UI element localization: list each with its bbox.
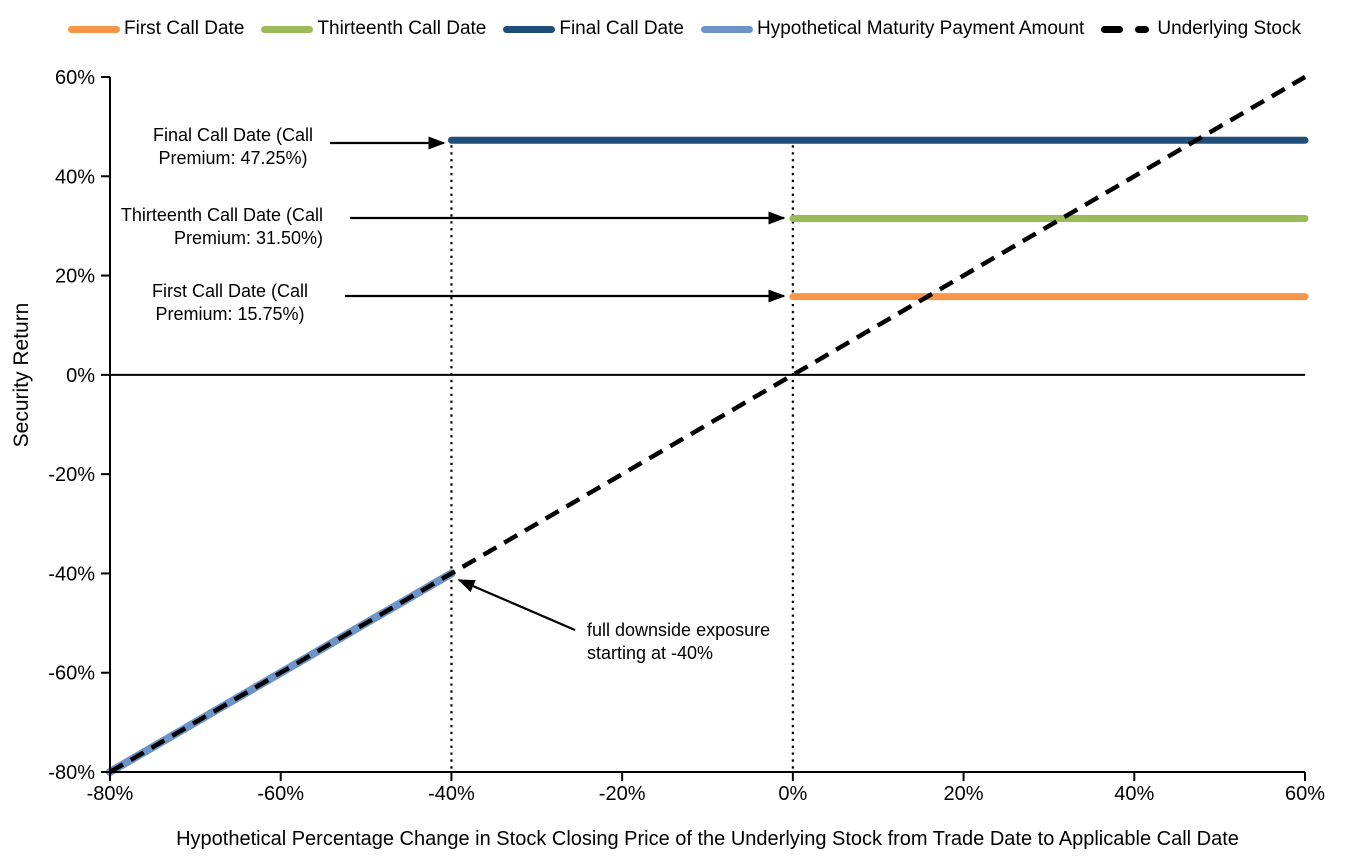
legend-label-hypothetical-maturity-payment-amount: Hypothetical Maturity Payment Amount xyxy=(756,18,1085,39)
first-call-annotation: First Call Date (Call Premium: 15.75%) xyxy=(152,281,786,324)
y-tick-label-40: 40% xyxy=(55,166,95,188)
x-tick-label-0: 0% xyxy=(778,783,807,805)
y-tick-label-60: -60% xyxy=(48,663,95,685)
y-tick-label-20: -20% xyxy=(48,464,95,486)
x-tick-label-40: -40% xyxy=(428,783,475,805)
downside-annotation-text-line-1: full downside exposure xyxy=(587,620,770,640)
downside-annotation-text-line-2: starting at -40% xyxy=(587,643,713,663)
y-axis-title: Security Return xyxy=(10,303,33,448)
legend-swatch-thirteenth-call-date-icon xyxy=(261,25,314,33)
x-tick-label-80: -80% xyxy=(87,783,134,805)
x-tick-label-20: 20% xyxy=(944,783,984,805)
legend-item-thirteenth-call-date: Thirteenth Call Date xyxy=(261,18,486,40)
legend-swatch-underlying-stock-icon xyxy=(1101,25,1153,33)
legend-item-underlying-stock: Underlying Stock xyxy=(1101,18,1301,40)
chart-legend: First Call Date Thirteenth Call Date Final… xyxy=(0,12,1369,46)
x-axis-title: Hypothetical Percentage Change in Stock … xyxy=(176,828,1239,850)
y-tick-label-80: -80% xyxy=(48,762,95,784)
legend-swatch-final-call-date-icon xyxy=(503,25,556,33)
first-call-annotation-text-line-2: Premium: 15.75%) xyxy=(155,304,304,324)
downside-annotation: full downside exposure starting at -40% xyxy=(457,578,770,663)
thirteenth-call-annotation-text-line-2: Premium: 31.50%) xyxy=(174,228,323,248)
legend-swatch-first-call-date-icon xyxy=(68,25,121,33)
legend-swatch-hypothetical-maturity-payment-amount-icon xyxy=(700,25,753,33)
x-tick-label-20: -20% xyxy=(599,783,646,805)
x-tick-label-60: 60% xyxy=(1285,783,1325,805)
x-tick-label-40: 40% xyxy=(1114,783,1154,805)
thirteenth-call-annotation-text-line-1: Thirteenth Call Date (Call xyxy=(121,205,323,225)
y-tick-label-0: 0% xyxy=(66,365,95,387)
legend-item-final-call-date: Final Call Date xyxy=(503,18,684,40)
downside-annotation-arrow xyxy=(457,578,576,632)
first-call-annotation-text-line-1: First Call Date (Call xyxy=(152,281,308,301)
legend-label-thirteenth-call-date: Thirteenth Call Date xyxy=(317,18,487,39)
y-tick-label-20: 20% xyxy=(55,266,95,288)
legend-label-final-call-date: Final Call Date xyxy=(559,18,684,39)
final-call-annotation-text-line-1: Final Call Date (Call xyxy=(153,125,313,145)
legend-item-first-call-date: First Call Date xyxy=(68,18,244,40)
series-underlying-stock xyxy=(108,75,1307,774)
legend-label-underlying-stock: Underlying Stock xyxy=(1157,18,1301,39)
x-tick-label-60: -60% xyxy=(257,783,304,805)
y-tick-label-40: -40% xyxy=(48,563,95,585)
legend-item-hypothetical-maturity-payment-amount: Hypothetical Maturity Payment Amount xyxy=(700,18,1085,40)
thirteenth-call-annotation: Thirteenth Call Date (Call Premium: 31.50… xyxy=(121,205,786,248)
final-call-annotation: Final Call Date (Call Premium: 47.25%) xyxy=(153,125,446,168)
legend-label-first-call-date: First Call Date xyxy=(124,18,245,39)
y-tick-label-60: 60% xyxy=(55,67,95,89)
final-call-annotation-text-line-2: Premium: 47.25%) xyxy=(158,148,307,168)
